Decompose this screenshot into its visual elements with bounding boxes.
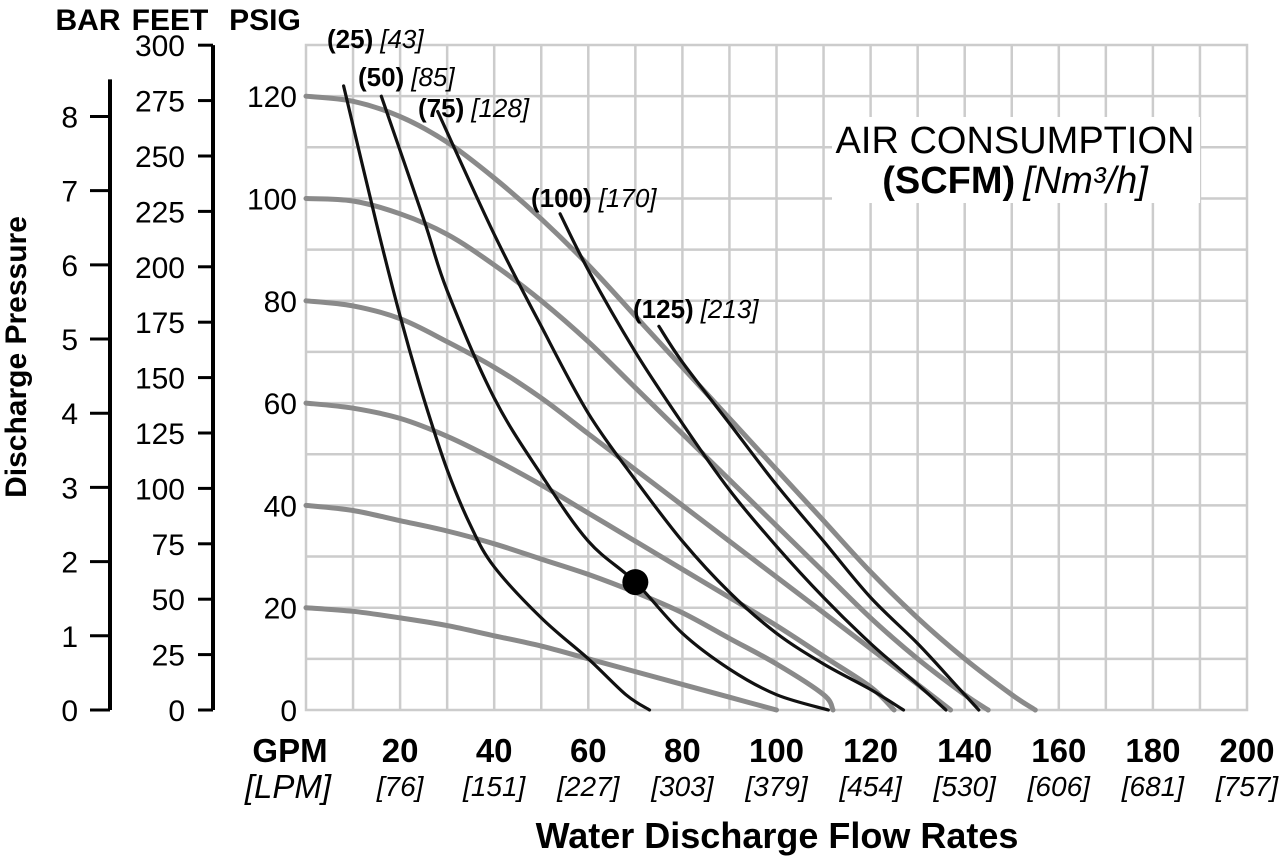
x-tick-label-lpm: [757]	[1215, 771, 1279, 802]
air-curve-100	[558, 212, 948, 712]
feet-tick-label: 125	[135, 418, 185, 451]
air-curve-label: (100) [170]	[531, 183, 657, 213]
bar-tick-label: 4	[61, 398, 78, 431]
psig-tick-label: 60	[264, 388, 297, 421]
feet-tick-label: 75	[152, 529, 185, 562]
chart-title: AIR CONSUMPTION (SCFM) [Nm³/h]	[832, 117, 1200, 203]
feet-tick-label: 175	[135, 307, 185, 340]
x-tick-label-lpm: [454]	[838, 771, 902, 802]
x-tick-label-gpm: 140	[937, 732, 992, 769]
bar-tick-label: 7	[61, 176, 78, 209]
pressure-curve-100	[303, 196, 991, 713]
feet-tick-label: 25	[152, 640, 185, 673]
air-curve-25	[342, 84, 652, 712]
x-tick-label-gpm: 120	[843, 732, 898, 769]
air-curve-label-metric: [85]	[410, 62, 455, 92]
x-tick-label-lpm: [227]	[556, 771, 620, 802]
psig-tick-label: 40	[264, 490, 297, 523]
air-curve-label-metric: [128]	[470, 93, 530, 123]
marker-layer	[622, 569, 649, 596]
air-curve-label-metric: [43]	[379, 24, 424, 54]
air-curve-label: (25) [43]	[327, 24, 424, 54]
psig-tick-label: 20	[264, 593, 297, 626]
air-consumption-curves: (25) [43] (50) [85](75) [128] (100) [170] (125)…	[327, 24, 981, 712]
bar-tick-label: 2	[61, 547, 78, 580]
title-line-1: AIR CONSUMPTION	[836, 120, 1195, 162]
pressure-curve-20	[303, 605, 779, 713]
bar-tick-label: 6	[61, 250, 78, 283]
pressure-curve-80	[303, 298, 954, 713]
title-unit-metric: [Nm³/h]	[1022, 160, 1149, 202]
x-unit-lpm: [LPM]	[244, 768, 332, 805]
feet-tick-label: 250	[135, 141, 185, 174]
x-tick-label-lpm: [379]	[744, 771, 808, 802]
bar-tick-label: 3	[61, 472, 78, 505]
x-tick-label-gpm: 20	[382, 732, 419, 769]
x-tick-label-gpm: 80	[664, 732, 701, 769]
x-tick-label-lpm: [681]	[1121, 771, 1185, 802]
feet-tick-label: 275	[135, 86, 185, 119]
pressure-curve-60	[303, 400, 897, 713]
air-curve-label: (50) [85]	[358, 62, 455, 92]
air-curve-50	[379, 94, 830, 712]
x-tick-label-lpm: [76]	[376, 771, 425, 802]
feet-tick-label: 225	[135, 196, 185, 229]
x-unit-gpm: GPM	[252, 732, 327, 769]
air-curve-label-scfm: (50)	[358, 62, 404, 92]
x-tick-label-gpm: 100	[749, 732, 804, 769]
x-tick-label-lpm: [530]	[933, 771, 997, 802]
air-curve-label-scfm: (125)	[633, 294, 694, 324]
x-axis-title: Water Discharge Flow Rates	[536, 815, 1019, 856]
feet-tick-label: 300	[135, 30, 185, 63]
feet-axis-header: FEET	[132, 4, 209, 37]
x-tick-label-gpm: 180	[1125, 732, 1180, 769]
feet-tick-label: 0	[168, 695, 185, 728]
bar-tick-label: 5	[61, 324, 78, 357]
air-curve-125	[657, 324, 981, 712]
air-curve-label-scfm: (75)	[418, 93, 464, 123]
psig-tick-label: 120	[247, 81, 297, 114]
title-line-2: (SCFM) [Nm³/h]	[882, 160, 1149, 202]
bar-tick-label: 8	[61, 101, 78, 134]
y-axis-title: Discharge Pressure	[0, 216, 33, 498]
x-tick-label-lpm: [606]	[1027, 771, 1091, 802]
pressure-curve-40	[303, 502, 836, 713]
bar-tick-label: 0	[61, 695, 78, 728]
psig-axis-header: PSIG	[229, 4, 301, 37]
psig-tick-label: 100	[247, 183, 297, 216]
axes: 0204060801001200255075100125150175200225…	[61, 30, 1279, 802]
air-curve-label: (125) [213]	[633, 294, 759, 324]
title-unit-scfm: (SCFM)	[882, 160, 1015, 202]
x-tick-label-gpm: 160	[1031, 732, 1086, 769]
psig-tick-label: 80	[264, 286, 297, 319]
bar-tick-label: 1	[61, 621, 78, 654]
psig-tick-label: 0	[280, 695, 297, 728]
x-tick-label-gpm: 60	[570, 732, 607, 769]
x-tick-label-lpm: [303]	[650, 771, 714, 802]
operating-point-marker	[622, 569, 649, 596]
air-curve-label-scfm: (100)	[531, 183, 592, 213]
x-tick-label-gpm: 200	[1219, 732, 1274, 769]
air-curve-75	[436, 109, 906, 712]
pressure-curve-120	[303, 93, 1038, 713]
feet-tick-label: 150	[135, 363, 185, 396]
feet-tick-label: 100	[135, 473, 185, 506]
x-tick-label-lpm: [151]	[462, 771, 526, 802]
air-curve-label-metric: [170]	[598, 183, 658, 213]
pressure-curves	[303, 93, 1038, 713]
x-tick-label-gpm: 40	[476, 732, 513, 769]
air-curve-label-scfm: (25)	[327, 24, 373, 54]
air-curve-label-metric: [213]	[700, 294, 760, 324]
air-curve-label: (75) [128]	[418, 93, 530, 123]
bar-axis-header: BAR	[56, 4, 121, 37]
feet-tick-label: 50	[152, 584, 185, 617]
title-background	[832, 117, 1200, 203]
feet-tick-label: 200	[135, 252, 185, 285]
